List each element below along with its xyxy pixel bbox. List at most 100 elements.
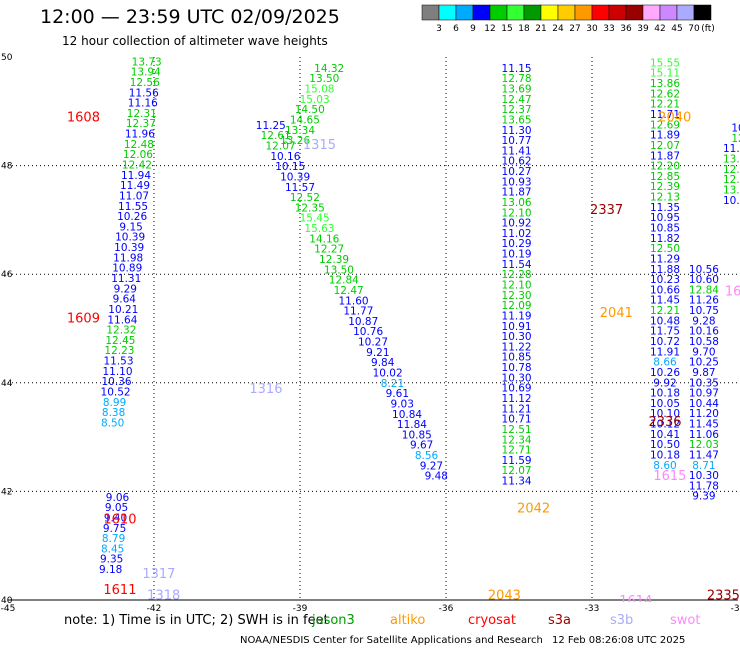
pass-time-label: 2041 xyxy=(600,306,633,321)
colorbar-tick: 42 xyxy=(654,24,665,34)
data-point-label: 12.35 xyxy=(295,202,325,214)
data-point-label: 10.93 xyxy=(502,176,532,188)
pass-time-label: 1615 xyxy=(653,469,686,484)
data-point-label: 8.38 xyxy=(102,407,125,419)
data-point-label: 11.77 xyxy=(343,306,373,318)
data-point-label: 12.69 xyxy=(650,119,680,131)
data-point-label: 14.16 xyxy=(309,233,339,245)
data-point-label: 12.52 xyxy=(290,192,320,204)
data-point-label: 10.39 xyxy=(280,171,310,183)
data-point-label: 10.97 xyxy=(689,388,719,400)
data-point-label: 10.95 xyxy=(650,212,680,224)
data-point-label: 12.42 xyxy=(122,160,152,172)
plot-area: 13.7313.9412.5611.5611.1612.3112.3711.96… xyxy=(67,56,740,602)
colorbar-swatch xyxy=(489,4,508,21)
data-point-label: 10.58 xyxy=(689,336,719,348)
data-point-label: 12.31 xyxy=(127,108,157,120)
data-point-label: 9.70 xyxy=(692,346,715,358)
chart-title: 12:00 — 23:59 UTC 02/09/2025 xyxy=(40,6,340,28)
y-tick-label: 40 xyxy=(1,596,13,606)
data-point-label: 11.41 xyxy=(502,145,532,157)
data-point-label: 9.92 xyxy=(653,377,676,389)
colorbar-tick: 24 xyxy=(552,24,564,34)
data-point-label: 9.18 xyxy=(99,564,122,576)
data-point-label: 12.37 xyxy=(502,104,532,116)
colorbar-swatch xyxy=(523,4,542,21)
data-point-label: 12 xyxy=(731,133,740,145)
data-point-label: 10.87 xyxy=(348,316,378,328)
data-point-label: 9.05 xyxy=(105,502,128,514)
data-point-label: 9.61 xyxy=(386,388,409,400)
x-tick-label: -39 xyxy=(293,604,308,614)
data-point-label: 13.50 xyxy=(324,264,354,276)
data-point-label: 13.73 xyxy=(132,56,162,68)
colorbar-swatch xyxy=(472,4,491,21)
data-point-label: 9.84 xyxy=(371,357,395,369)
data-point-label: 12.28 xyxy=(502,269,532,281)
colorbar-unit: (ft) xyxy=(701,24,715,34)
data-point-label: 12.10 xyxy=(502,207,532,219)
data-point-label: 10.15 xyxy=(275,161,305,173)
pass-time-label: 1317 xyxy=(142,567,175,582)
data-point-label: 13.86 xyxy=(650,78,680,90)
data-point-label: 8.60 xyxy=(653,460,676,472)
data-point-label: 10.48 xyxy=(650,315,680,327)
satellite-s3a: s3a xyxy=(548,613,572,628)
data-point-label: 10.44 xyxy=(689,398,719,410)
data-point-label: 11.47 xyxy=(689,449,719,461)
data-point-label: 10.26 xyxy=(117,211,147,223)
colorbar-swatch xyxy=(438,4,457,21)
data-point-label: 10.56 xyxy=(689,264,719,276)
data-point-label: 11.57 xyxy=(285,182,315,194)
data-point-label: 11.21 xyxy=(502,403,532,415)
colorbar-swatch xyxy=(625,4,644,21)
data-point-label: 11.56 xyxy=(129,87,159,99)
data-point-label: 9.27 xyxy=(420,460,443,472)
data-point-label: 9.64 xyxy=(113,294,137,306)
data-point-label: 11.60 xyxy=(339,295,369,307)
pass-time-label: 1611 xyxy=(103,583,136,598)
data-point-label: 12.13 xyxy=(650,192,680,204)
data-point-label: 8.71 xyxy=(692,460,715,472)
data-point-label: 11.30 xyxy=(502,125,532,137)
data-point-label: 12.39 xyxy=(319,254,349,266)
data-point-label: 11.98 xyxy=(113,252,143,264)
colorbar-tick: 33 xyxy=(603,24,614,34)
data-point-label: 11.16 xyxy=(128,98,158,110)
pass-time-label: 2336 xyxy=(648,415,681,430)
data-point-label: 10.35 xyxy=(689,377,719,389)
data-point-label: 11.54 xyxy=(502,259,532,271)
data-point-label: 12.61 xyxy=(261,130,291,142)
x-tick-label: -42 xyxy=(147,604,162,614)
data-point-label: 10.30 xyxy=(502,372,532,384)
x-tick-label: -30 xyxy=(731,604,740,614)
data-point-label: 11.10 xyxy=(102,366,132,378)
data-point-label: 12.27 xyxy=(314,244,344,256)
data-point-label: 13.34 xyxy=(285,125,315,137)
data-point-label: 14.32 xyxy=(314,63,344,75)
data-point-label: 8.21 xyxy=(381,378,404,390)
data-point-label: 11.06 xyxy=(689,429,719,441)
data-point-label: 13.06 xyxy=(502,197,532,209)
data-point-label: 12.39 xyxy=(650,181,680,193)
data-point-label: 10.05 xyxy=(650,398,680,410)
colorbar-swatch xyxy=(642,4,661,21)
data-point-label: 10.60 xyxy=(689,274,719,286)
colorbar-tick: 30 xyxy=(586,24,598,34)
data-point-label: 13.94 xyxy=(131,67,161,79)
colorbar-swatch xyxy=(455,4,474,21)
data-point-label: 10.23 xyxy=(650,274,680,286)
chart-subtitle: 12 hour collection of altimeter wave hei… xyxy=(62,34,328,48)
x-tick-label: -33 xyxy=(585,604,600,614)
data-point-label: 10.27 xyxy=(502,166,532,178)
data-point-label: 11.78 xyxy=(689,480,719,492)
data-point-label: 14.50 xyxy=(295,104,325,116)
satellite-swot: swot xyxy=(670,613,701,628)
data-point-label: 10.92 xyxy=(502,218,532,230)
data-point-label: 11.25 xyxy=(256,120,286,132)
data-point-label: 12.23 xyxy=(723,164,740,176)
data-point-label: 11.22 xyxy=(502,341,532,353)
data-point-label: 14.65 xyxy=(290,114,320,126)
data-point-label: 11.20 xyxy=(689,408,719,420)
